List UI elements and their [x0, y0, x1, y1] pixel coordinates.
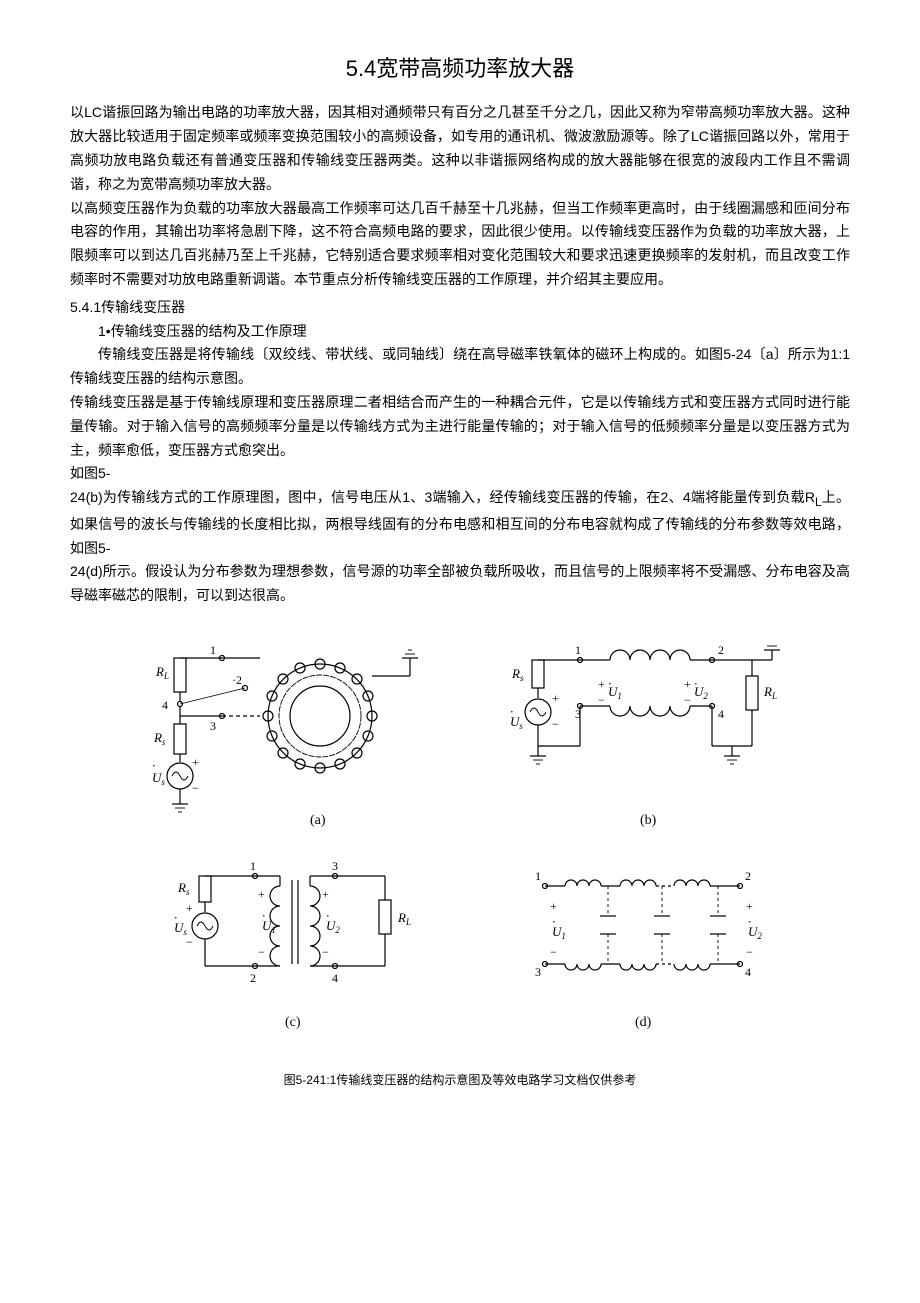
svg-text:+: +	[258, 887, 265, 901]
subsection-heading: 1•传输线变压器的结构及工作原理	[70, 320, 850, 344]
page-title: 5.4宽带高频功率放大器	[70, 50, 850, 87]
svg-text:+: +	[192, 755, 199, 769]
svg-text:4: 4	[718, 707, 724, 721]
figure-5-24: .st { stroke:#000; stroke-width:1.2; fil…	[70, 626, 850, 1090]
svg-text:+: +	[552, 691, 559, 705]
svg-text:U1: U1	[608, 684, 622, 701]
svg-text:3: 3	[535, 965, 541, 979]
svg-text:RL: RL	[155, 664, 169, 681]
svg-text:2: 2	[718, 643, 724, 657]
body-paragraph-5b: 24(b)为传输线方式的工作原理图，图中，信号电压从1、3端输入，经传输线变压器…	[70, 486, 850, 560]
figure-caption: 图5-241:1传输线变压器的结构示意图及等效电路学习文档仅供参考	[70, 1070, 850, 1090]
svg-text:−: −	[684, 693, 691, 707]
svg-text:1: 1	[250, 859, 256, 873]
svg-text:−: −	[322, 945, 329, 959]
svg-text:+: +	[186, 901, 193, 915]
figure-svg: .st { stroke:#000; stroke-width:1.2; fil…	[130, 626, 790, 1066]
svg-text:·2: ·2	[232, 673, 242, 687]
body-paragraph-4: 传输线变压器是基于传输线原理和变压器原理二者相结合而产生的一种耦合元件，它是以传…	[70, 391, 850, 462]
svg-text:−: −	[192, 781, 199, 795]
svg-text:U1: U1	[552, 924, 566, 941]
body-paragraph-3: 传输线变压器是将传输线〔双绞线、带状线、或同轴线〕绕在高导磁率铁氧体的磁环上构成…	[70, 343, 850, 391]
p5b-text: 24(b)为传输线方式的工作原理图，图中，信号电压从1、3端输入，经传输线变压器…	[70, 489, 815, 505]
svg-text:1: 1	[210, 643, 216, 657]
svg-text:1: 1	[535, 869, 541, 883]
section-heading: 5.4.1传输线变压器	[70, 296, 850, 320]
svg-text:−: −	[746, 945, 753, 959]
svg-text:(d): (d)	[635, 1015, 652, 1030]
svg-text:4: 4	[162, 698, 168, 712]
svg-text:U2: U2	[694, 684, 708, 701]
svg-text:+: +	[598, 677, 605, 691]
svg-text:(a): (a)	[310, 813, 326, 828]
intro-paragraph-2: 以高频变压器作为负载的功率放大器最高工作频率可达几百千赫至十几兆赫，但当工作频率…	[70, 197, 850, 292]
svg-text:Rs: Rs	[177, 880, 190, 897]
svg-text:−: −	[186, 935, 193, 949]
svg-text:3: 3	[210, 719, 216, 733]
svg-text:RL: RL	[397, 910, 411, 927]
svg-text:U1: U1	[262, 918, 276, 935]
svg-text:+: +	[684, 677, 691, 691]
svg-text:4: 4	[745, 965, 751, 979]
intro-paragraph-1: 以LC谐振回路为输出电路的功率放大器，因其相对通频带只有百分之几甚至千分之几，因…	[70, 101, 850, 196]
body-paragraph-5a: 如图5-	[70, 462, 850, 486]
svg-text:U2: U2	[748, 924, 762, 941]
svg-text:2: 2	[250, 971, 256, 985]
svg-text:3: 3	[332, 859, 338, 873]
svg-text:Us: Us	[510, 714, 523, 731]
svg-text:+: +	[550, 899, 557, 913]
svg-text:4: 4	[332, 971, 338, 985]
svg-text:RL: RL	[763, 684, 777, 701]
svg-text:(b): (b)	[640, 813, 657, 828]
svg-text:−: −	[598, 693, 605, 707]
svg-text:1: 1	[575, 643, 581, 657]
svg-text:−: −	[258, 945, 265, 959]
svg-text:−: −	[552, 717, 559, 731]
svg-text:−: −	[550, 945, 557, 959]
svg-text:+: +	[322, 887, 329, 901]
svg-text:2: 2	[745, 869, 751, 883]
svg-text:Rs: Rs	[511, 666, 524, 683]
svg-text:+: +	[746, 899, 753, 913]
svg-text:U2: U2	[326, 918, 340, 935]
svg-text:(c): (c)	[285, 1015, 301, 1030]
svg-text:Rs: Rs	[153, 730, 166, 747]
body-paragraph-5c: 24(d)所示。假设认为分布参数为理想参数，信号源的功率全部被负载所吸收，而且信…	[70, 560, 850, 608]
svg-text:Us: Us	[152, 770, 165, 787]
